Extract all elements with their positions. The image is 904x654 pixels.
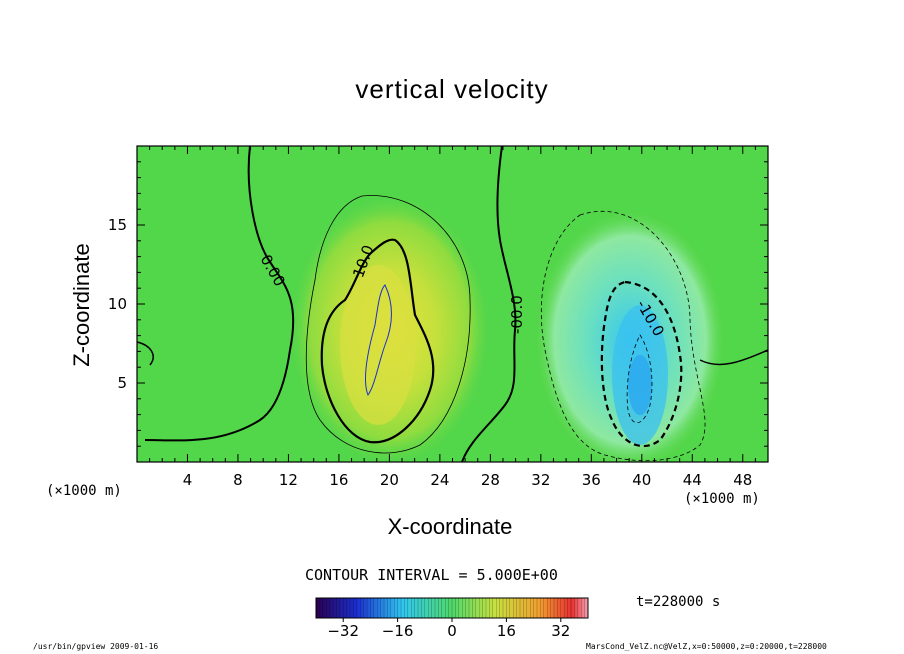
x-tick-label: 16 (329, 471, 348, 489)
x-axis-label: X-coordinate (387, 514, 513, 539)
colorbar-tick-label: −32 (327, 622, 359, 640)
x-tick-label: 40 (632, 471, 651, 489)
footer-right: MarsCond_VelZ.nc@VelZ,x=0:50000,z=0:2000… (586, 642, 827, 651)
x-axis: 4 8 12 16 20 24 28 32 36 40 44 48 (149, 146, 756, 489)
colorbar-tick-label: −16 (382, 622, 414, 640)
time-label: t=228000 s (636, 594, 721, 610)
contour-15-up (365, 284, 392, 397)
updraft-core (340, 265, 416, 425)
footer-left: /usr/bin/gpview 2009-01-16 (33, 642, 159, 651)
zero-contour-middle (461, 146, 517, 462)
contour-5-up (305, 195, 471, 454)
contour-minus10-down (600, 280, 683, 448)
x-tick-label: 44 (683, 471, 702, 489)
downdraft-inner (628, 355, 652, 415)
x-unit-right: (×1000 m) (684, 491, 760, 507)
zero-contour-left-edge (137, 341, 154, 366)
x-tick-label: 8 (233, 471, 243, 489)
contour-minus15-down (626, 334, 653, 423)
x-tick-label: 12 (279, 471, 298, 489)
contour-label-0-middle: -00.0 (508, 295, 526, 334)
contour-10-up (320, 238, 435, 444)
colorbar-tick-label: 0 (447, 622, 457, 640)
zero-contour-right-edge (699, 349, 768, 366)
x-tick-label: 48 (733, 471, 752, 489)
x-tick-label: 4 (183, 471, 193, 489)
x-tick-label: 24 (430, 471, 449, 489)
colorbar-tick-label: 32 (551, 622, 570, 640)
x-tick-label: 28 (481, 471, 500, 489)
colorbar-segments (319, 598, 585, 618)
contour-interval: CONTOUR INTERVAL = 5.000E+00 (305, 566, 558, 584)
y-axis-label: Z-coordinate (69, 243, 94, 367)
x-tick-label: 36 (582, 471, 601, 489)
x-tick-label: 32 (531, 471, 550, 489)
chart-title: vertical velocity (355, 74, 549, 104)
zero-contour-left (144, 146, 295, 442)
x-tick-label: 20 (380, 471, 399, 489)
colorbar-tick-label: 16 (497, 622, 516, 640)
x-unit-left: (×1000 m) (46, 483, 122, 499)
y-tick-label: 15 (108, 216, 127, 234)
y-tick-label: 5 (117, 374, 127, 392)
y-tick-label: 10 (108, 295, 127, 313)
colorbar-axis: −32 −16 0 16 32 (327, 618, 570, 640)
y-axis: 5 10 15 (108, 161, 768, 447)
